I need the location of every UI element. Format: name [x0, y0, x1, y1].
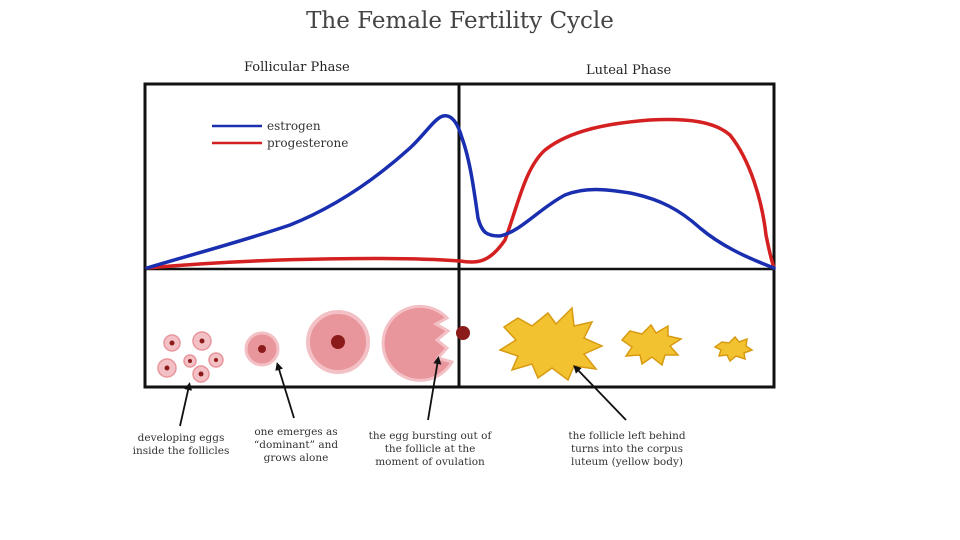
caption-ovulation: the egg bursting out of the follicle at …: [368, 430, 492, 468]
luteal-phase-label: Luteal Phase: [586, 63, 672, 78]
bursting-follicle: [381, 304, 470, 382]
progesterone-legend-label: progesterone: [267, 136, 348, 150]
released-egg: [456, 326, 470, 340]
dominant-follicle-large: [306, 310, 370, 374]
developing-follicles: [157, 331, 224, 383]
corpus-luteum-large: [498, 306, 604, 382]
arrow-dominant-follicle: [275, 362, 295, 419]
estrogen-legend-label: estrogen: [267, 119, 321, 133]
diagram-title: The Female Fertility Cycle: [306, 8, 614, 34]
caption-developing-eggs: developing eggs inside the follicles: [132, 432, 230, 457]
arrow-ovulation: [427, 356, 442, 421]
corpus-luteum-medium: [620, 323, 683, 367]
dominant-follicle-small: [244, 331, 280, 367]
corpus-luteum-small: [713, 335, 754, 363]
progesterone-curve: [145, 117, 776, 270]
caption-dominant-follicle: one emerges as “dominant” and grows alon…: [253, 426, 339, 464]
arrow-developing-eggs: [179, 382, 193, 427]
estrogen-curve: [145, 114, 776, 270]
follicular-phase-label: Follicular Phase: [244, 60, 350, 75]
caption-corpus-luteum: the follicle left behind turns into the …: [568, 430, 686, 468]
arrow-corpus-luteum: [573, 365, 627, 421]
